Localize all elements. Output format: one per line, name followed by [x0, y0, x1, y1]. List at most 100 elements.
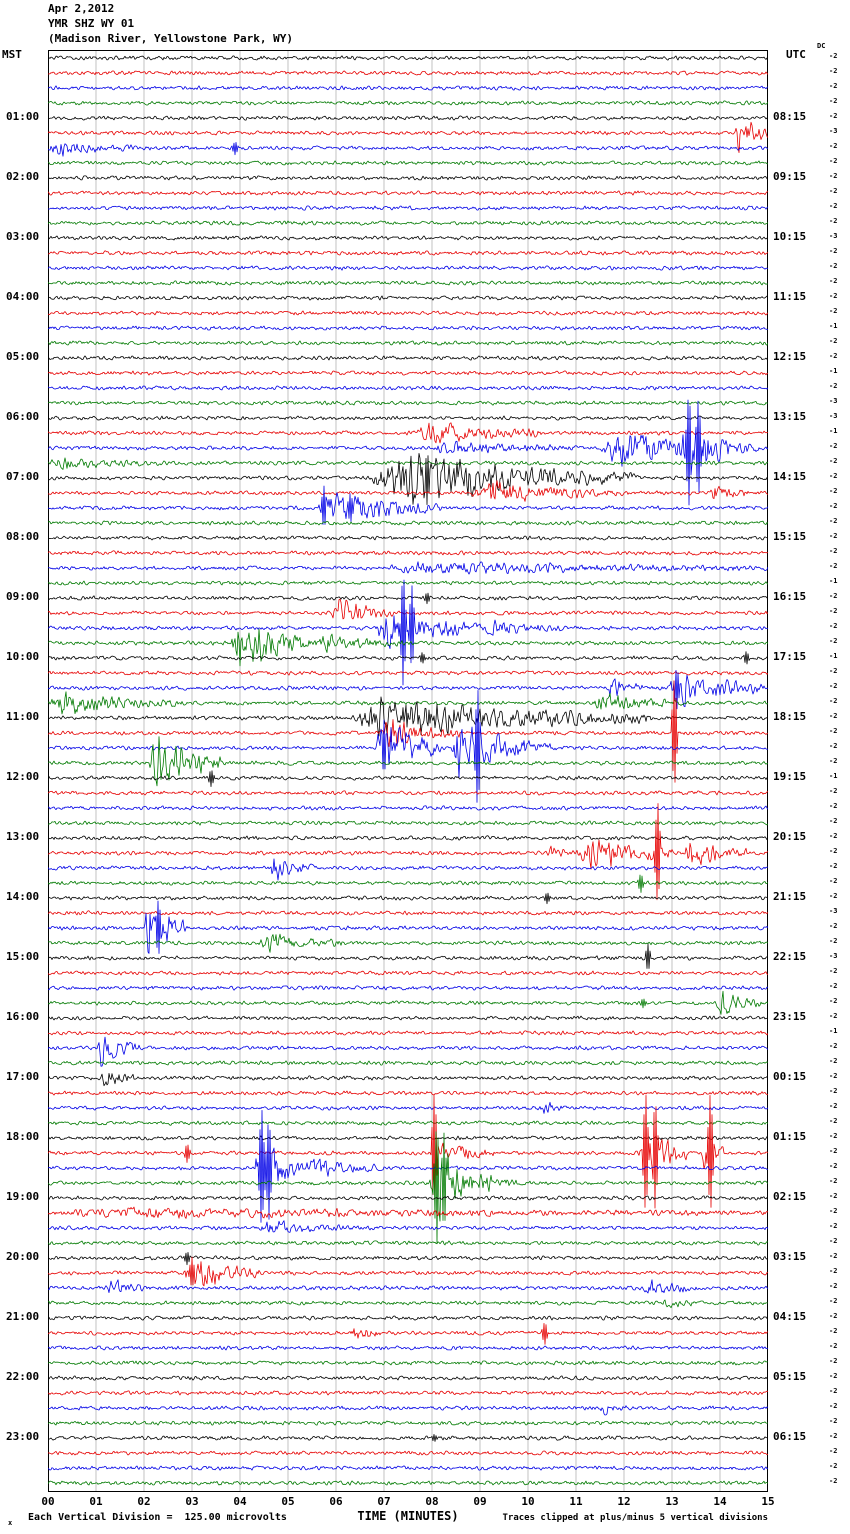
- seismogram-trace-row-48: [47, 770, 769, 787]
- seismogram-trace-row-19: [47, 340, 769, 346]
- seismogram-trace-row-25: [47, 422, 769, 444]
- dc-offset-value: -2: [829, 757, 838, 765]
- seismogram-trace-row-57: [47, 910, 769, 916]
- seismogram-trace-row-71: [47, 1120, 769, 1126]
- dc-offset-value: -2: [829, 142, 838, 150]
- seismogram-trace-row-58: [47, 900, 769, 954]
- utc-hour-label: 00:15: [773, 1070, 807, 1083]
- dc-offset-value: -3: [829, 232, 838, 240]
- dc-offset-value: -2: [829, 1252, 838, 1260]
- seismogram-trace-row-60: [47, 943, 769, 969]
- dc-offset-value: -2: [829, 1087, 838, 1095]
- seismogram-trace-row-49: [47, 790, 769, 796]
- utc-hour-label: 23:15: [773, 1010, 807, 1023]
- dc-offset-value: -3: [829, 412, 838, 420]
- mst-hour-label: 04:00: [6, 290, 40, 303]
- dc-offset-value: -2: [829, 292, 838, 300]
- seismogram-trace-row-10: [47, 205, 769, 211]
- seismogram-trace-row-92: [47, 1434, 769, 1442]
- seismogram-trace-row-31: [47, 520, 769, 526]
- dc-offset-value: -2: [829, 592, 838, 600]
- seismogram-trace-row-26: [47, 399, 769, 506]
- dc-offset-value: -2: [829, 1162, 838, 1170]
- header-station-location: (Madison River, Yellowstone Park, WY): [48, 32, 294, 45]
- utc-hour-label: 11:15: [773, 290, 807, 303]
- dc-offset-value: -2: [829, 517, 838, 525]
- seismogram-trace-row-21: [47, 370, 769, 376]
- dc-offset-value: -2: [829, 1177, 838, 1185]
- dc-offset-value: -2: [829, 52, 838, 60]
- seismogram-trace-row-66: [47, 1036, 769, 1067]
- dc-offset-value: -2: [829, 1447, 838, 1455]
- dc-offset-value: -2: [829, 352, 838, 360]
- dc-offset-value: -2: [829, 922, 838, 930]
- seismogram-trace-row-78: [47, 1220, 769, 1233]
- dc-offset-value: -1: [829, 427, 838, 435]
- mst-hour-label: 22:00: [6, 1370, 40, 1383]
- dc-offset-value: -2: [829, 1192, 838, 1200]
- x-axis-tick-label: 14: [713, 1495, 727, 1508]
- utc-hour-label: 18:15: [773, 710, 807, 723]
- x-axis-tick-label: 05: [281, 1495, 295, 1508]
- utc-hour-label: 13:15: [773, 410, 807, 423]
- x-axis-tick-label: 12: [617, 1495, 631, 1508]
- seismogram-trace-row-73: [47, 1095, 769, 1209]
- dc-offset-value: -2: [829, 1342, 838, 1350]
- seismogram-trace-row-77: [47, 1206, 769, 1219]
- seismogram-trace-row-79: [47, 1240, 769, 1246]
- utc-hour-label: 21:15: [773, 890, 807, 903]
- mst-hour-label: 20:00: [6, 1250, 40, 1263]
- mst-hour-label: 13:00: [6, 830, 40, 843]
- seismogram-trace-row-86: [47, 1345, 769, 1351]
- dc-offset-value: -2: [829, 967, 838, 975]
- dc-offset-value: -2: [829, 262, 838, 270]
- seismogram-trace-row-81: [47, 1256, 769, 1287]
- dc-offset-value: -2: [829, 217, 838, 225]
- mst-hour-label: 01:00: [6, 110, 40, 123]
- seismogram-trace-row-36: [47, 592, 769, 605]
- dc-offset-value: -2: [829, 1072, 838, 1080]
- seismogram-trace-row-74: [47, 1110, 769, 1223]
- seismogram-trace-row-5: [47, 121, 769, 153]
- dc-offset-value: -2: [829, 1237, 838, 1245]
- utc-hour-label: 12:15: [773, 350, 807, 363]
- dc-offset-value: -3: [829, 397, 838, 405]
- seismogram-trace-row-11: [47, 220, 769, 226]
- dc-offset-value: -2: [829, 727, 838, 735]
- dc-offset-value: -2: [829, 892, 838, 900]
- seismogram-trace-row-63: [47, 990, 769, 1015]
- seismogram-trace-row-17: [47, 310, 769, 316]
- dc-offset-value: -2: [829, 1267, 838, 1275]
- mst-hour-label: 08:00: [6, 530, 40, 543]
- seismogram-trace-row-64: [48, 1015, 769, 1021]
- seismogram-trace-row-52: [47, 835, 769, 841]
- x-axis-tick-label: 15: [761, 1495, 775, 1508]
- dc-offset-value: -2: [829, 1282, 838, 1290]
- dc-offset-value: -2: [829, 712, 838, 720]
- utc-hour-label: 01:15: [773, 1130, 807, 1143]
- dc-offset-value: -2: [829, 1327, 838, 1335]
- x-axis-tick-label: 04: [233, 1495, 247, 1508]
- seismogram-trace-row-94: [47, 1465, 769, 1471]
- x-axis-tick-label: 13: [665, 1495, 679, 1508]
- dc-offset-value: -2: [829, 307, 838, 315]
- seismogram-trace-row-6: [47, 142, 769, 157]
- mst-hour-label: 06:00: [6, 410, 40, 423]
- dc-offset-value: -2: [829, 1222, 838, 1230]
- dc-offset-value: -2: [829, 622, 838, 630]
- mst-hour-label: 05:00: [6, 350, 40, 363]
- seismogram-trace-row-40: [47, 651, 769, 665]
- dc-offset-value: -2: [829, 502, 838, 510]
- seismogram-trace-row-54: [47, 858, 769, 881]
- mst-hour-label: 17:00: [6, 1070, 40, 1083]
- seismogram-trace-row-42: [47, 670, 769, 710]
- utc-hour-label: 22:15: [773, 950, 807, 963]
- seismogram-trace-row-16: [47, 295, 769, 301]
- seismogram-trace-row-33: [47, 550, 769, 556]
- seismogram-trace-row-61: [47, 970, 769, 976]
- utc-hour-label: 02:15: [773, 1190, 807, 1203]
- seismogram-traces-svg: [47, 50, 769, 1492]
- seismogram-trace-row-43: [47, 691, 769, 715]
- seismogram-trace-row-46: [47, 690, 768, 803]
